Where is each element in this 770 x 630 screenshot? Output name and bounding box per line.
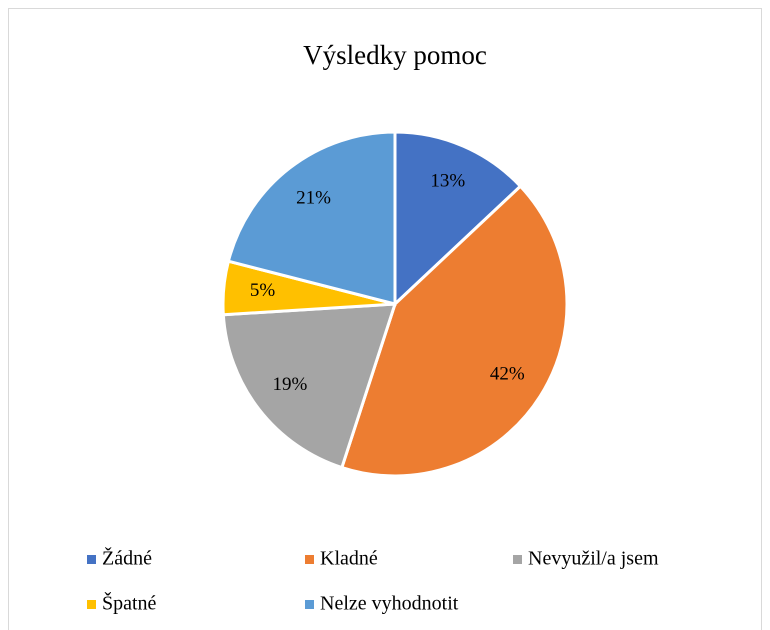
data-label: 42% <box>490 364 525 385</box>
pie-slice <box>221 302 398 470</box>
legend-marker <box>87 600 96 609</box>
chart-title: Výsledky pomoc <box>303 40 487 70</box>
legend-marker <box>87 555 96 564</box>
data-label: 21% <box>296 187 331 208</box>
pie-slice <box>226 130 397 306</box>
data-label: 19% <box>272 374 307 395</box>
legend-marker <box>305 555 314 564</box>
legend-label: Špatné <box>102 591 157 615</box>
pie-slice <box>339 184 569 478</box>
legend-label: Žádné <box>102 547 152 570</box>
legend-label: Nevyužil/a jsem <box>528 548 659 570</box>
legend-label: Nelze vyhodnotit <box>320 593 459 615</box>
data-label: 5% <box>250 280 276 301</box>
legend-label: Kladné <box>320 548 378 570</box>
data-label: 13% <box>430 170 465 191</box>
pie-slice <box>393 130 523 308</box>
legend-marker <box>513 555 522 564</box>
legend-marker <box>305 600 314 609</box>
